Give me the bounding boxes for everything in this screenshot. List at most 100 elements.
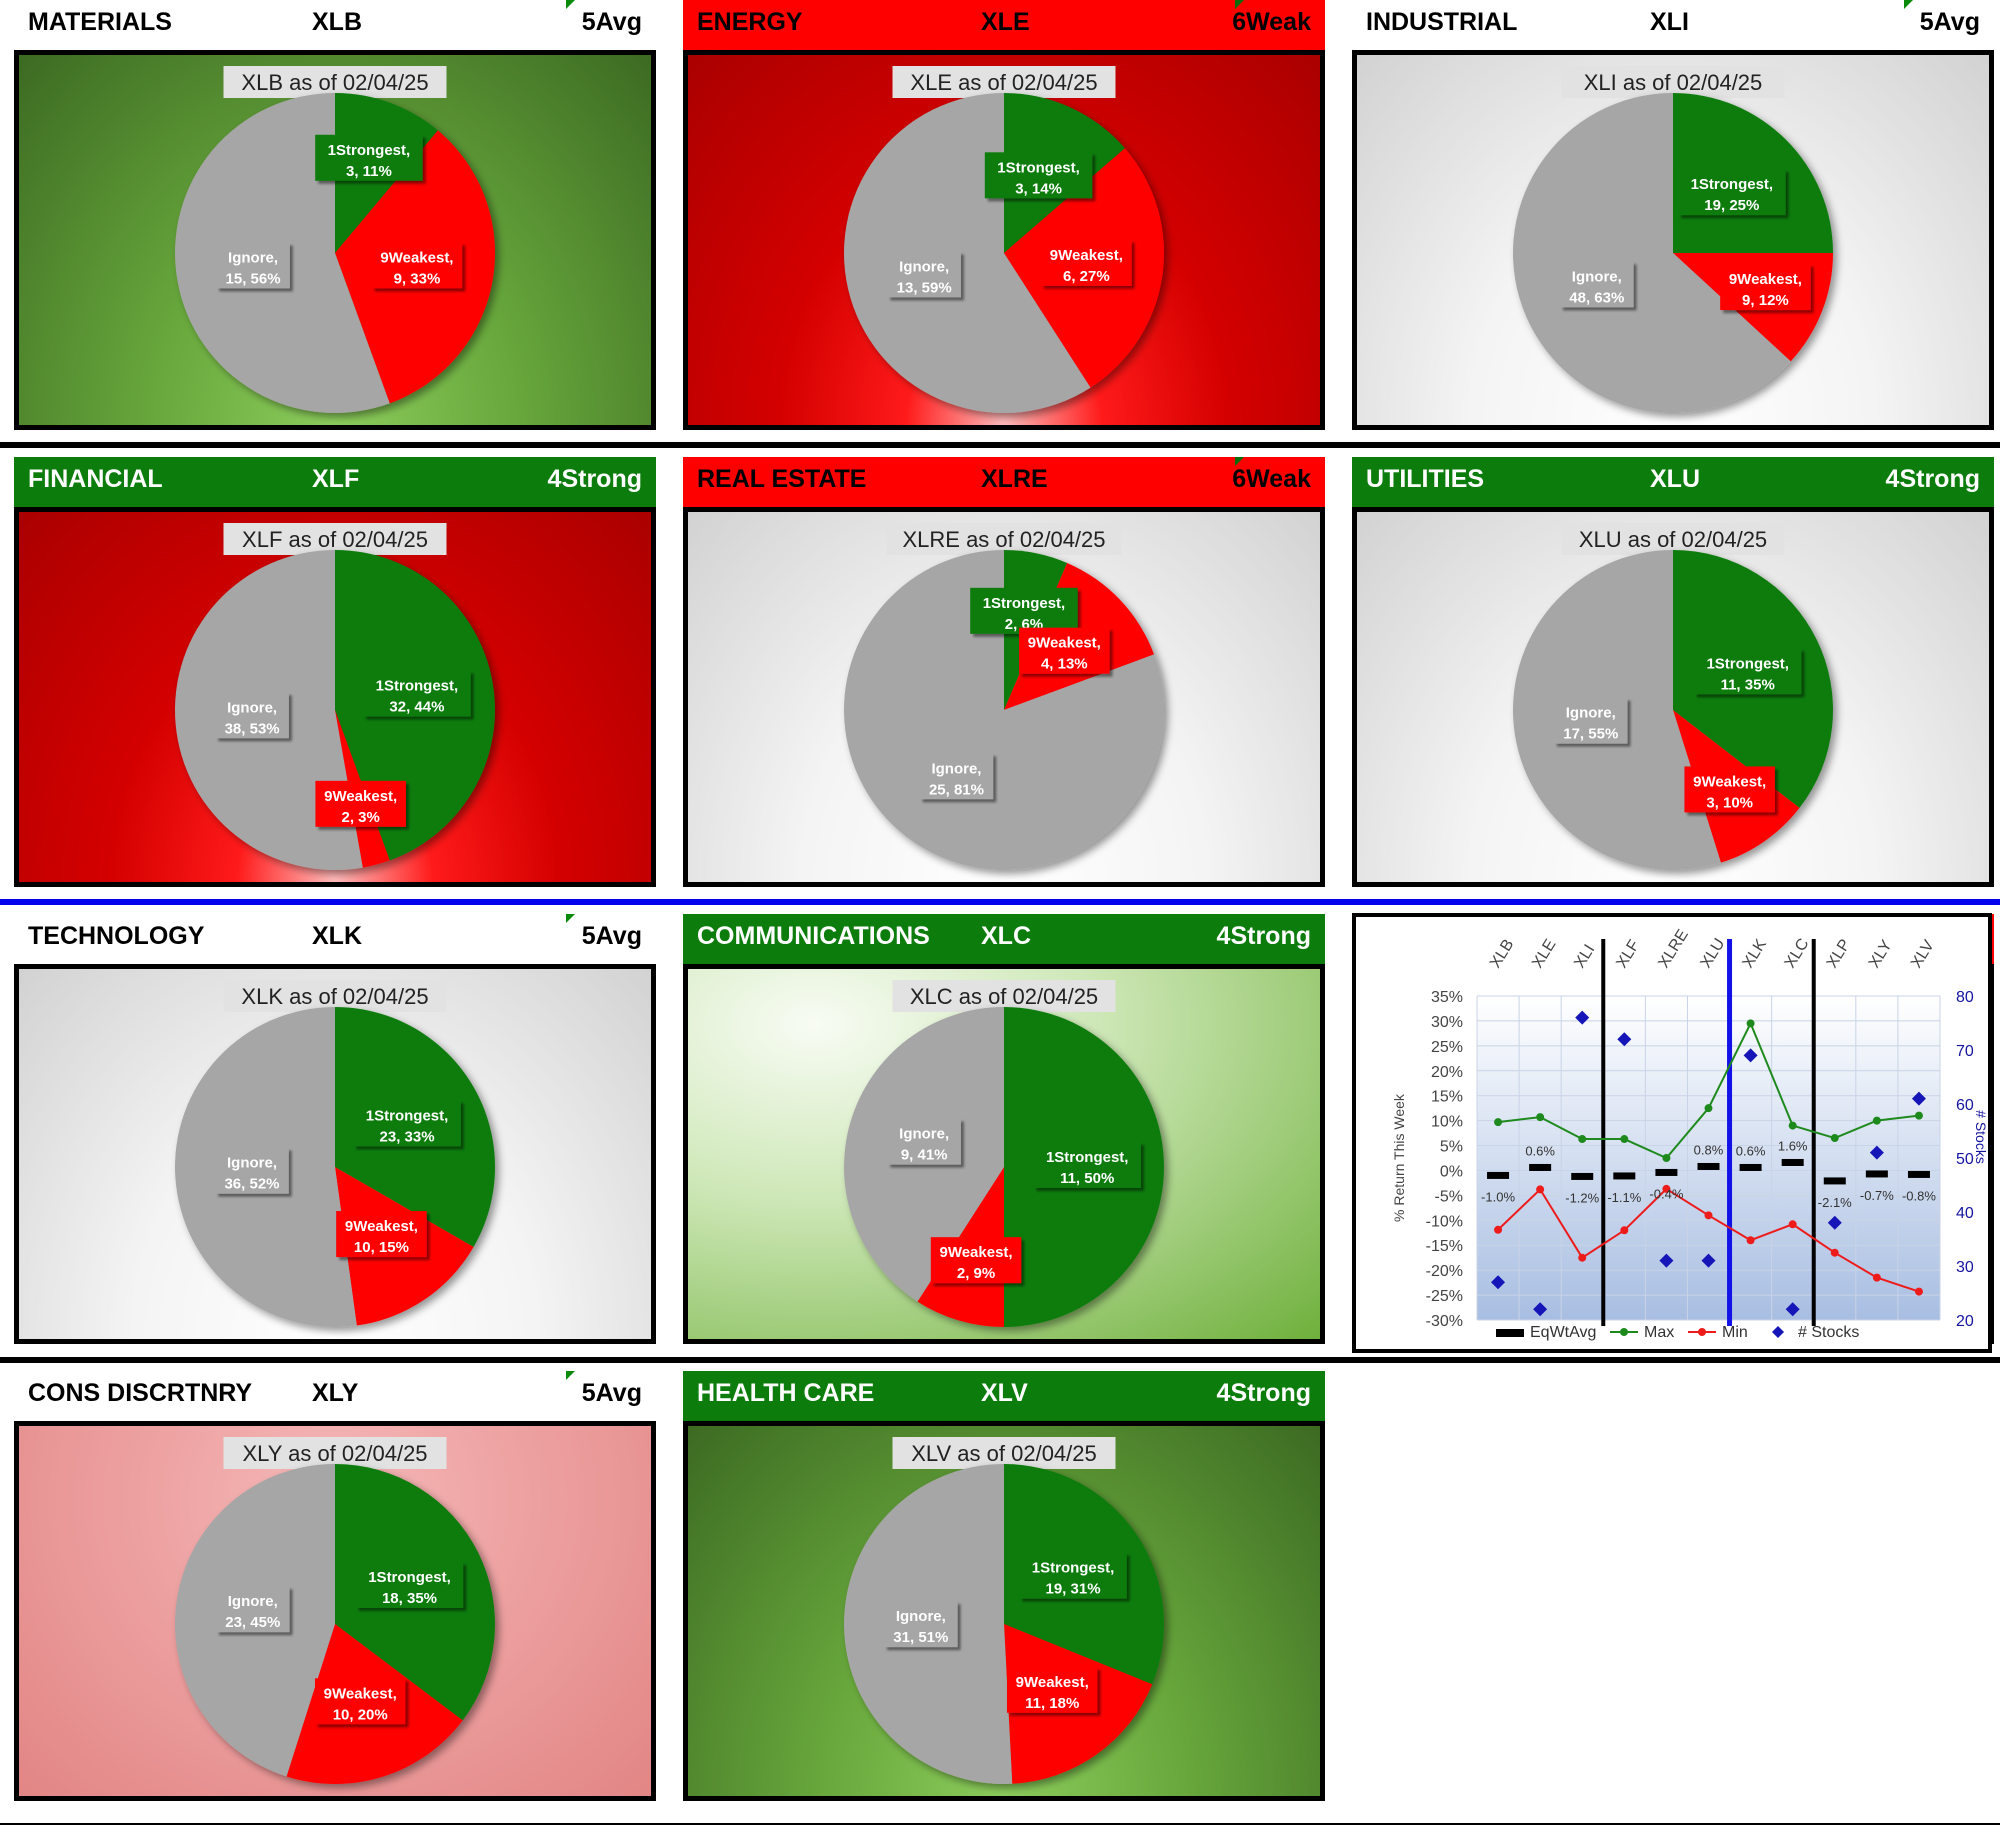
y-tick-label: -10% — [1426, 1213, 1463, 1230]
point-eqwtavg — [1823, 1177, 1846, 1185]
y-tick-label: -20% — [1426, 1263, 1463, 1280]
y-tick-label: 15% — [1431, 1089, 1463, 1106]
y2-axis-title: # Stocks — [1973, 1110, 1988, 1164]
sector-ticker: XLI — [1650, 8, 1689, 36]
data-label: 4, 13% — [1041, 656, 1088, 673]
data-label: Ignore, — [227, 699, 277, 716]
data-label: 9Weakest, — [345, 1218, 418, 1235]
data-label-box — [216, 242, 290, 289]
chart-box: XLU as of 02/04/25 1Strongest, 11, 35% 9Wea… — [1352, 507, 1994, 887]
data-label: 1Strongest, — [366, 1107, 449, 1124]
sector-panel: INDUSTRIAL XLI 5Avg XLI as of 02/04/25 1Stro… — [1352, 0, 1994, 430]
data-label-eqwtavg: -1.0% — [1481, 1189, 1515, 1204]
chart-title-bg — [1561, 66, 1785, 98]
data-label-box — [1019, 627, 1110, 674]
sector-grade: 4Strong — [1216, 922, 1311, 950]
data-label-box — [353, 1100, 461, 1147]
data-label-eqwtavg: 0.8% — [1694, 1142, 1724, 1157]
legend-key — [1496, 1329, 1524, 1337]
line-chart: 35% 30% 25% 20% 15% 10% 5% 0% -5% -10% -15% -20% -25… — [1391, 927, 1989, 1341]
point-min — [1620, 1226, 1629, 1235]
data-label: 19, 31% — [1046, 1581, 1101, 1598]
data-label-box — [1006, 1666, 1098, 1713]
data-label-box — [930, 1237, 1022, 1284]
data-label-box — [887, 1118, 961, 1165]
data-label: 1Strongest, — [983, 595, 1066, 612]
point-min — [1536, 1185, 1545, 1194]
data-label-box — [1693, 648, 1802, 695]
x-tick-label: XLE — [1529, 936, 1559, 971]
sector-grade: 5Avg — [581, 8, 642, 36]
cell-comment-marker — [1235, 457, 1244, 466]
chart-title-bg — [892, 980, 1116, 1012]
data-label-box — [1678, 169, 1786, 216]
sector-header: MATERIALS XLB 5Avg — [14, 0, 656, 52]
data-label-box — [315, 780, 406, 827]
point-stock-count — [1533, 1302, 1548, 1317]
data-label-eqwtavg: 0.6% — [1525, 1143, 1555, 1158]
y2-tick-label: 80 — [1956, 989, 1974, 1006]
data-label-box — [1720, 264, 1811, 311]
pie-chart: XLK as of 02/04/25 1Strongest, 23, 33% 9Wea… — [175, 980, 495, 1327]
data-label: Ignore, — [1566, 705, 1616, 722]
point-stock-count — [1701, 1253, 1716, 1268]
pie-chart: XLE as of 02/04/25 1Strongest, 3, 14% 9Weak… — [844, 66, 1164, 413]
chart-box: XLY as of 02/04/25 1Strongest, 18, 35% 9Wea… — [14, 1421, 656, 1801]
data-label: 9Weakest, — [380, 249, 453, 266]
chart-title: XLE as of 02/04/25 — [910, 70, 1097, 95]
data-label: 1Strongest, — [1046, 1149, 1129, 1166]
sector-ticker: XLRE — [981, 465, 1048, 493]
data-label: 13, 59% — [897, 279, 952, 296]
cell-comment-marker — [566, 914, 575, 923]
sector-header: ENERGY XLE 6Weak — [683, 0, 1325, 52]
x-tick-label: XLF — [1613, 937, 1643, 971]
sector-header: COMMUNICATIONS XLC 4Strong — [683, 914, 1325, 966]
point-eqwtavg — [1487, 1171, 1510, 1179]
y-axis-title: % Return This Week — [1391, 1093, 1407, 1222]
data-label-box — [970, 587, 1078, 634]
pie-slice — [1513, 93, 1791, 413]
point-eqwtavg — [1739, 1163, 1762, 1171]
x-tick-label: XLB — [1487, 936, 1517, 971]
data-label-eqwtavg: -2.1% — [1818, 1195, 1852, 1210]
chart-title: XLRE as of 02/04/25 — [902, 527, 1105, 552]
point-eqwtavg — [1571, 1172, 1594, 1180]
sector-ticker: XLK — [312, 922, 362, 950]
point-min — [1830, 1248, 1839, 1257]
sector-header: HEALTH CARE XLV 4Strong — [683, 1371, 1325, 1423]
sector-overview-chart: 35% 30% 25% 20% 15% 10% 5% 0% -5% -10% -15% -20% -25… — [1352, 913, 1992, 1353]
chart-box: XLF as of 02/04/25 1Strongest, 32, 44% 9Wea… — [14, 507, 656, 887]
data-label: 9, 41% — [901, 1147, 948, 1164]
chart-title: XLK as of 02/04/25 — [241, 984, 428, 1009]
cell-comment-marker — [1235, 0, 1244, 9]
point-max — [1830, 1134, 1839, 1143]
row-separator — [0, 1823, 2000, 1825]
point-max — [1662, 1154, 1671, 1162]
data-label-box — [216, 1586, 290, 1633]
pie-chart: XLU as of 02/04/25 1Strongest, 11, 35% 9Wea… — [1513, 523, 1833, 870]
pie-chart: XLI as of 02/04/25 1Strongest, 19, 25% 9Wea… — [1513, 66, 1833, 413]
sector-panel: CONS DISCRTNRY XLY 5Avg XLY as of 02/04/25 1… — [14, 1371, 656, 1801]
y-tick-label: -15% — [1426, 1238, 1463, 1255]
data-label: 3, 11% — [346, 163, 392, 180]
sector-panel: TECHNOLOGY XLK 5Avg XLK as of 02/04/25 1Stro… — [14, 914, 656, 1344]
sector-name: UTILITIES — [1366, 465, 1485, 493]
point-eqwtavg — [1529, 1163, 1552, 1171]
point-min — [1872, 1273, 1881, 1282]
data-label-box — [1019, 1552, 1127, 1599]
data-label: 18, 35% — [382, 1590, 437, 1607]
data-label: Ignore, — [931, 760, 981, 777]
x-tick-label: XLI — [1571, 942, 1598, 971]
sector-ticker: XLU — [1650, 465, 1700, 493]
point-min — [1914, 1287, 1923, 1296]
data-label: 23, 45% — [225, 1614, 280, 1631]
data-label: 1Strongest, — [368, 1569, 451, 1586]
data-label-eqwtavg: 0.6% — [1736, 1143, 1766, 1158]
data-label: 9Weakest, — [1729, 271, 1802, 288]
sector-ticker: XLY — [312, 1379, 359, 1407]
legend-label: EqWtAvg — [1530, 1324, 1596, 1341]
y-tick-label: -30% — [1426, 1313, 1463, 1330]
point-max — [1872, 1116, 1881, 1125]
point-stock-count — [1743, 1048, 1758, 1063]
